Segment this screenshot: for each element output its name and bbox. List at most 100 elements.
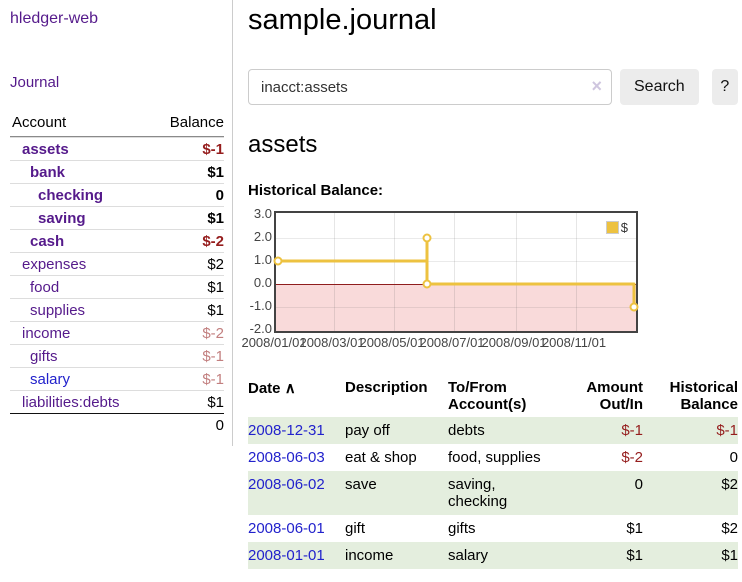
gridline [276, 261, 636, 262]
transaction-balance: $2 [721, 476, 738, 493]
sidebar-item-journal[interactable]: Journal [10, 74, 60, 91]
x-tick-label: 2008/07/01 [419, 335, 485, 350]
search-button[interactable]: Search [620, 69, 699, 105]
transaction-description: pay off [345, 422, 390, 439]
transaction-date-link[interactable]: 2008-06-03 [248, 449, 325, 466]
y-tick-label: 0.0 [253, 275, 272, 290]
transaction-amount: $1 [626, 520, 643, 537]
account-link-gifts[interactable]: gifts [30, 347, 58, 365]
data-point [422, 233, 432, 243]
account-row: expenses $2 [10, 252, 224, 275]
series-swatch-icon [605, 221, 619, 234]
date-header-label: Date [248, 380, 281, 397]
sort-ascending-icon: ∧ [284, 380, 296, 397]
gridline [276, 238, 636, 239]
help-button[interactable]: ? [711, 69, 738, 105]
gridline [276, 307, 636, 308]
register-row: 2008-06-03 eat & shop food, supplies $-2… [248, 444, 738, 471]
transaction-balance: $-1 [716, 422, 738, 439]
transaction-date-link[interactable]: 2008-01-01 [248, 547, 325, 564]
account-balance: $-1 [202, 347, 224, 365]
account-row: income $-2 [10, 321, 224, 344]
account-link-liabilities-debts[interactable]: liabilities:debts [22, 393, 120, 411]
series-label: $ [620, 220, 628, 235]
chart-title: Historical Balance: [248, 182, 384, 199]
account-row: cash $-2 [10, 229, 224, 252]
transaction-accounts: gifts [448, 520, 476, 537]
account-row: supplies $1 [10, 298, 224, 321]
y-tick-label: 1.0 [253, 252, 272, 267]
account-row: gifts $-1 [10, 344, 224, 367]
transaction-description: gift [345, 520, 366, 537]
account-balance: $-1 [202, 140, 224, 158]
accounts-total-row: 0 [10, 413, 224, 437]
accounts-table: Account Balance assets $-1 bank $1 check… [10, 111, 224, 437]
account-link-assets[interactable]: assets [22, 140, 69, 158]
transaction-date-link[interactable]: 2008-06-01 [248, 520, 325, 537]
gridline [454, 213, 455, 331]
account-balance: $-2 [202, 324, 224, 342]
transaction-balance: 0 [729, 449, 738, 466]
transaction-description: income [345, 547, 394, 564]
x-tick-label: 2008/09/01 [481, 335, 547, 350]
app-title-link[interactable]: hledger-web [10, 10, 99, 27]
transaction-description: eat & shop [345, 449, 417, 466]
account-column-header: Account [12, 114, 67, 131]
accounts-column-header: To/From Account(s) [448, 379, 527, 413]
gridline [394, 213, 395, 331]
account-balance: $1 [207, 278, 224, 296]
search-form: × Search ? [248, 69, 738, 105]
accounts-table-header: Account Balance [10, 111, 224, 137]
transaction-date-link[interactable]: 2008-12-31 [248, 422, 325, 439]
x-tick-label: 2008/11/01 [541, 335, 607, 350]
account-link-checking[interactable]: checking [38, 186, 104, 204]
account-balance: 0 [215, 186, 224, 204]
account-link-salary[interactable]: salary [30, 370, 71, 388]
account-row: salary $-1 [10, 367, 224, 390]
search-input[interactable] [248, 69, 612, 105]
y-tick-label: 3.0 [253, 206, 272, 221]
sidebar: hledger-web Journal Account Balance asse… [0, 0, 233, 446]
account-link-saving[interactable]: saving [38, 209, 86, 227]
negative-region [276, 284, 636, 331]
transaction-amount: 0 [634, 476, 643, 493]
data-point [422, 279, 432, 289]
account-balance: $-1 [202, 370, 224, 388]
account-link-cash[interactable]: cash [30, 232, 65, 250]
account-heading: assets [248, 131, 318, 158]
x-tick-label: 2008/03/01 [299, 335, 365, 350]
transaction-balance: $1 [721, 547, 738, 564]
transaction-amount: $-1 [621, 422, 643, 439]
account-balance: $1 [207, 301, 224, 319]
transaction-accounts: food, supplies [448, 449, 541, 466]
transaction-description: save [345, 476, 377, 493]
account-balance: $1 [207, 209, 224, 227]
gridline [334, 213, 335, 331]
account-link-bank[interactable]: bank [30, 163, 66, 181]
y-tick-label: -1.0 [249, 298, 272, 313]
register-row: 2008-12-31 pay off debts $-1 $-1 [248, 417, 738, 444]
transaction-amount: $1 [626, 547, 643, 564]
accounts-total-value: 0 [215, 417, 224, 434]
account-link-food[interactable]: food [30, 278, 60, 296]
amount-column-header: Amount Out/In [586, 379, 643, 413]
account-balance: $-2 [202, 232, 224, 250]
register-row: 2008-06-02 save saving, checking 0 $2 [248, 471, 738, 515]
y-tick-label: 2.0 [253, 229, 272, 244]
transaction-date-link[interactable]: 2008-06-02 [248, 476, 325, 493]
account-row: checking 0 [10, 183, 224, 206]
clear-search-icon[interactable]: × [591, 76, 602, 96]
transaction-amount: $-2 [621, 449, 643, 466]
account-row: liabilities:debts $1 [10, 390, 224, 413]
transaction-accounts: debts [448, 422, 485, 439]
register-header-row: Date ∧ Description To/From Account(s) Am… [248, 377, 738, 417]
x-tick-label: 2008/05/01 [359, 335, 425, 350]
date-column-header[interactable]: Date ∧ [248, 377, 345, 417]
account-link-supplies[interactable]: supplies [30, 301, 86, 319]
y-tick-label: -2.0 [249, 321, 272, 336]
historical-balance-chart: 3.0 2.0 1.0 0.0 -1.0 -2.0 [241, 206, 738, 353]
account-link-expenses[interactable]: expenses [22, 255, 87, 273]
account-link-income[interactable]: income [22, 324, 71, 342]
balance-line-series [273, 233, 639, 312]
x-tick-label: 2008/01/01 [241, 335, 307, 350]
